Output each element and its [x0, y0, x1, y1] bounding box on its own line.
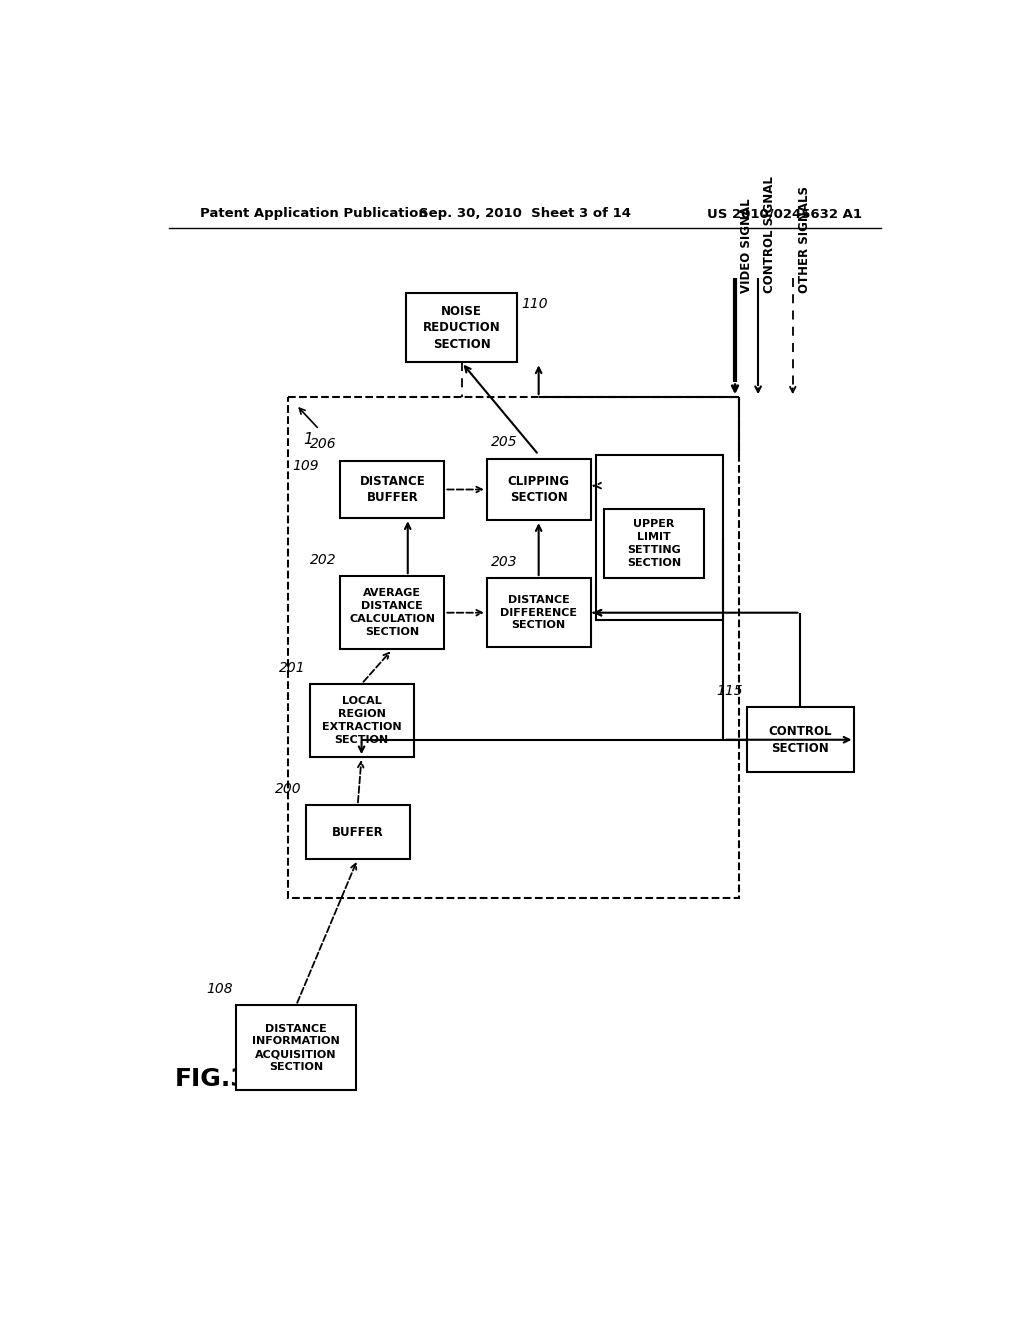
Text: 110: 110: [521, 297, 548, 312]
Text: CLIPPING
SECTION: CLIPPING SECTION: [508, 475, 569, 504]
Bar: [406, 293, 517, 363]
Text: 202: 202: [310, 553, 337, 566]
Text: OTHER SIGNALS: OTHER SIGNALS: [798, 186, 811, 293]
Text: 108: 108: [206, 982, 232, 997]
Text: 200: 200: [275, 781, 302, 796]
Bar: [309, 684, 414, 758]
Text: 203: 203: [490, 554, 517, 569]
Bar: [289, 397, 739, 898]
Text: BUFFER: BUFFER: [332, 825, 384, 838]
Bar: [596, 455, 724, 620]
Bar: [340, 461, 444, 519]
Text: 201: 201: [280, 661, 306, 675]
Text: US 2010/0245632 A1: US 2010/0245632 A1: [707, 207, 862, 220]
Text: Sep. 30, 2010  Sheet 3 of 14: Sep. 30, 2010 Sheet 3 of 14: [419, 207, 631, 220]
Bar: [604, 508, 705, 578]
Bar: [486, 459, 591, 520]
Text: UPPER
LIMIT
SETTING
SECTION: UPPER LIMIT SETTING SECTION: [627, 519, 681, 568]
Text: AVERAGE
DISTANCE
CALCULATION
SECTION: AVERAGE DISTANCE CALCULATION SECTION: [349, 589, 435, 638]
Text: FIG.3: FIG.3: [175, 1067, 248, 1090]
Text: CONTROL
SECTION: CONTROL SECTION: [769, 725, 833, 755]
Text: DISTANCE
INFORMATION
ACQUISITION
SECTION: DISTANCE INFORMATION ACQUISITION SECTION: [252, 1023, 340, 1072]
Text: DISTANCE
DIFFERENCE
SECTION: DISTANCE DIFFERENCE SECTION: [500, 595, 578, 631]
Text: DISTANCE
BUFFER: DISTANCE BUFFER: [359, 475, 425, 504]
Text: LOCAL
REGION
EXTRACTION
SECTION: LOCAL REGION EXTRACTION SECTION: [322, 697, 401, 744]
Text: 205: 205: [490, 436, 517, 449]
Bar: [486, 578, 591, 647]
Text: 109: 109: [292, 459, 318, 474]
Bar: [340, 576, 444, 649]
Text: 115: 115: [716, 684, 742, 698]
Text: CONTROL SIGNAL: CONTROL SIGNAL: [763, 177, 776, 293]
Text: NOISE
REDUCTION
SECTION: NOISE REDUCTION SECTION: [423, 305, 501, 351]
Text: Patent Application Publication: Patent Application Publication: [200, 207, 428, 220]
Text: 206: 206: [310, 437, 337, 451]
Bar: [237, 1006, 355, 1090]
Text: 1: 1: [303, 432, 312, 447]
Text: VIDEO SIGNAL: VIDEO SIGNAL: [740, 198, 753, 293]
Bar: [306, 805, 410, 859]
Bar: [746, 708, 854, 772]
